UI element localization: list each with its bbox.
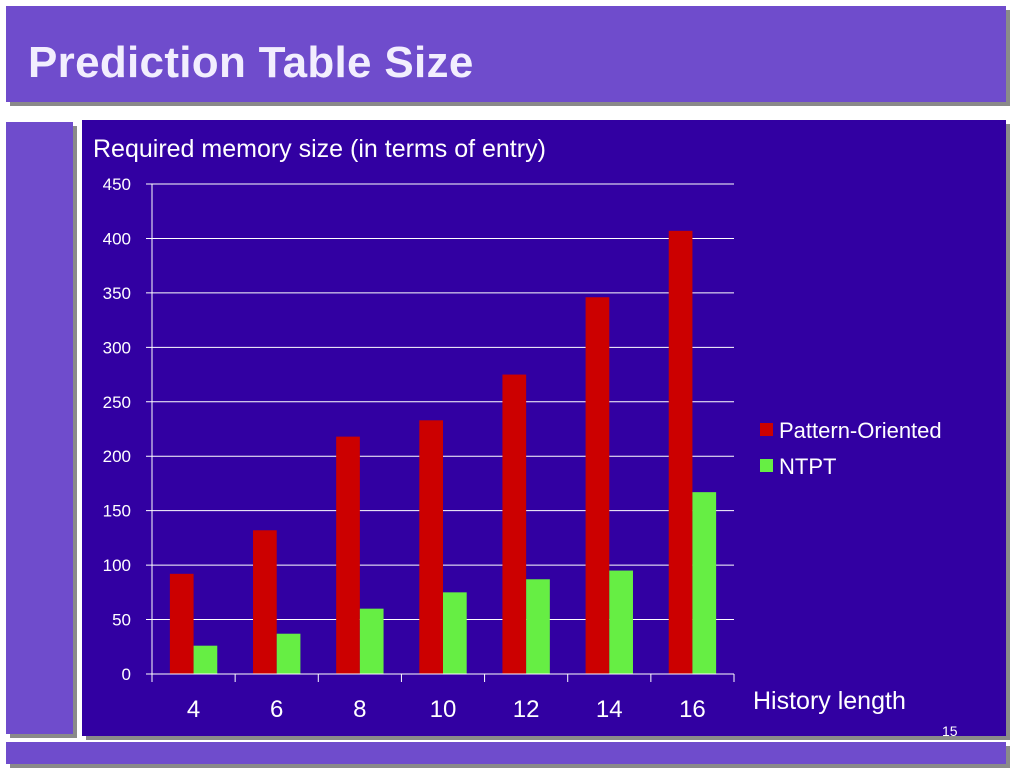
y-tick-label: 400: [103, 229, 131, 248]
x-tick-label: 16: [679, 696, 706, 723]
legend-label: NTPT: [779, 454, 836, 479]
bar-pattern-oriented-8: [336, 436, 360, 674]
y-tick-label: 250: [103, 393, 131, 412]
title-bar: Prediction Table Size: [6, 6, 1006, 102]
x-tick-label: 12: [513, 696, 540, 723]
bar-ntpt-8: [359, 608, 384, 674]
chart-title: Required memory size (in terms of entry): [93, 135, 546, 163]
y-tick-label: 350: [103, 284, 131, 303]
bar-ntpt-4: [193, 645, 218, 674]
y-tick-label: 300: [103, 338, 131, 357]
bar-ntpt-10: [443, 592, 467, 674]
bar-pattern-oriented-10: [419, 420, 443, 674]
legend-swatch: [760, 423, 773, 436]
x-tick-label: 4: [187, 696, 200, 723]
y-tick-label: 50: [112, 611, 131, 630]
x-tick-label: 8: [353, 696, 366, 723]
bar-ntpt-14: [609, 570, 633, 674]
bar-ntpt-6: [276, 633, 301, 674]
bar-pattern-oriented-12: [502, 374, 527, 674]
slide-title: Prediction Table Size: [28, 38, 474, 87]
bar-ntpt-16: [692, 492, 717, 674]
legend-swatch: [760, 459, 773, 472]
left-decor-strip: [6, 122, 73, 734]
bar-ntpt-12: [526, 579, 550, 674]
bottom-decor-strip: [6, 742, 1006, 764]
bar-pattern-oriented-14: [585, 297, 610, 674]
y-tick-label: 0: [122, 665, 131, 684]
y-tick-label: 200: [103, 447, 131, 466]
x-tick-label: 10: [430, 696, 457, 723]
y-tick-label: 100: [103, 556, 131, 575]
bar-pattern-oriented-6: [253, 530, 277, 674]
x-tick-label: 6: [270, 696, 283, 723]
page-number: 15: [942, 723, 958, 739]
bar-pattern-oriented-4: [169, 573, 194, 674]
y-tick-label: 450: [103, 175, 131, 194]
y-tick-label: 150: [103, 502, 131, 521]
x-axis-label: History length: [753, 687, 906, 715]
legend-label: Pattern-Oriented: [779, 418, 942, 443]
x-tick-label: 14: [596, 696, 623, 723]
bar-pattern-oriented-16: [668, 230, 693, 675]
